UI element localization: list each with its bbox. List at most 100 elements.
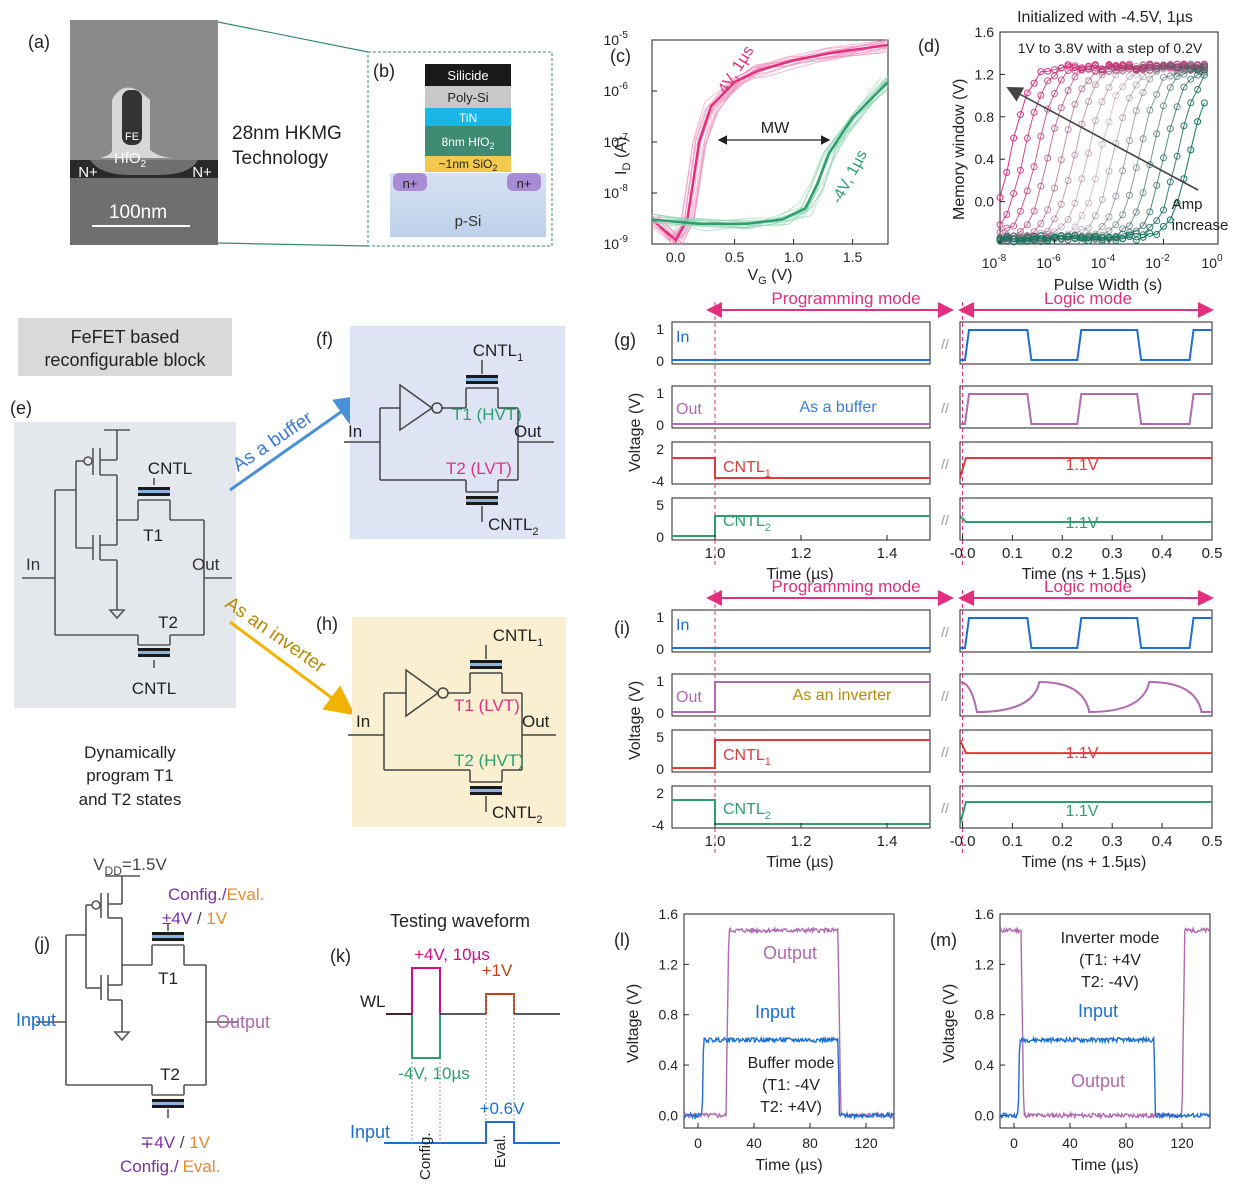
panel-g-row-frame-right <box>959 497 1213 541</box>
e-note-3: and T2 states <box>79 790 182 809</box>
d-point <box>1105 118 1113 126</box>
d-point <box>1153 130 1161 138</box>
panel-i-label: (i) <box>614 618 630 638</box>
d-point <box>1166 125 1174 133</box>
d-point <box>1160 65 1167 73</box>
j-output: Output <box>216 1012 270 1032</box>
panel-m-xtick-label: 120 <box>1170 1135 1194 1151</box>
d-point <box>1173 152 1181 160</box>
f-t2: T2 (LVT) <box>446 459 512 478</box>
d-point <box>1016 207 1024 215</box>
panel-i-logic-label: Logic mode <box>1044 577 1132 596</box>
panel-l-input-label: Input <box>755 1002 795 1022</box>
d-point <box>1139 65 1147 73</box>
d-ytick-label: 1.2 <box>975 66 995 82</box>
panel-h-label: (h) <box>316 614 338 634</box>
panel-b: (b) Silicide Poly-Si TiN 8nm HfO2 ~1nm S… <box>367 51 553 247</box>
panel-l-mode-2: (T1: -4V <box>762 1077 820 1094</box>
d-point <box>1112 92 1120 100</box>
d-point <box>1051 90 1058 98</box>
d-point <box>1119 83 1127 91</box>
panel-i-row-frame-right <box>959 729 1213 773</box>
d-point <box>1119 235 1127 243</box>
panel-m-mode-1: Inverter mode <box>1061 930 1160 947</box>
d-point <box>1146 66 1154 74</box>
panel-l-xtick-label: 40 <box>746 1135 762 1151</box>
d-point <box>1023 234 1031 242</box>
f-t1: T1 (HVT) <box>452 405 522 424</box>
c-series-line <box>651 43 889 242</box>
panel-l-xlabel: Time (µs) <box>755 1157 822 1174</box>
panel-g-xtick-label: 0.3 <box>1102 545 1123 562</box>
panel-e: FeFET based reconfigurable block (e) <box>10 318 366 809</box>
d-point <box>1098 71 1106 79</box>
panel-i-prog-label: Programming mode <box>771 577 920 596</box>
k-plus1-label: +1V <box>482 961 513 980</box>
e-note-1: Dynamically <box>84 743 176 762</box>
panel-g-c1-left <box>672 457 930 479</box>
panel-g-ytick-label: 0 <box>656 353 664 369</box>
d-point <box>1112 67 1120 75</box>
e-cntl-top: CNTL <box>148 459 192 478</box>
k-guides <box>411 994 515 1143</box>
d-point <box>1023 221 1031 229</box>
d-point <box>1166 72 1174 80</box>
d-point <box>1187 66 1195 74</box>
h-cntl2: CNTL2 <box>492 803 543 826</box>
d-point <box>1187 99 1195 107</box>
panel-i-in-label: In <box>676 617 689 634</box>
panel-i-xtick-label: 0.2 <box>1052 833 1073 850</box>
panel-l: (l) 1.6 1.2 0.8 0.4 0.0 0 40 80 120 Output Input Buf… <box>614 906 895 1174</box>
d-point <box>996 194 1004 202</box>
fefet-gates-e <box>138 487 170 657</box>
panel-l-ytick-label: 1.2 <box>659 956 679 972</box>
d-point <box>1166 216 1174 224</box>
panel-g-row-frame-left <box>671 385 931 429</box>
d-point <box>1003 237 1011 245</box>
panel-m-xtick-label: 40 <box>1062 1135 1078 1151</box>
panel-i-c1-left <box>672 739 930 769</box>
d-point <box>1023 187 1031 195</box>
d-point <box>1139 63 1147 71</box>
panel-g-xlabel-right: Time (ns + 1.5µs) <box>1022 566 1147 583</box>
c-ytick-label: 10-8 <box>604 183 629 201</box>
d-point <box>1146 75 1154 83</box>
panel-l-ytick-label: 1.6 <box>659 906 679 922</box>
panel-i-ytick-label: 1 <box>656 673 664 689</box>
d-point <box>1180 83 1188 91</box>
d-ytick-label: 1.6 <box>975 24 995 40</box>
d-series-line <box>999 63 1205 242</box>
panel-l-mode-3: T2: +4V) <box>760 1099 822 1116</box>
d-point <box>1166 60 1174 68</box>
fe-text: FE <box>125 131 139 143</box>
panel-j-label: (j) <box>34 934 50 954</box>
d-point <box>1139 189 1147 197</box>
fefet-gates-h <box>470 660 502 795</box>
d-point <box>1064 233 1072 241</box>
d-point <box>1051 124 1058 132</box>
panel-l-ytick-label: 0.8 <box>659 1007 679 1023</box>
d-point <box>1064 62 1072 70</box>
panel-g-c2-right <box>959 515 1212 523</box>
c-ytick-label: 10-6 <box>604 81 629 99</box>
d-point <box>1112 71 1120 79</box>
panel-g-label: (g) <box>614 330 636 350</box>
panel-a-label: (a) <box>28 32 50 52</box>
k-input-label: Input <box>350 1122 390 1142</box>
inverter-arrow-label: As an inverter <box>221 593 330 678</box>
d-point <box>1057 76 1065 84</box>
d-point <box>1044 154 1052 162</box>
d-point <box>1119 225 1127 233</box>
panel-g-row-frame-right <box>959 321 1213 365</box>
d-point <box>1085 233 1093 241</box>
d-point <box>1091 212 1099 220</box>
d-ytick-label: 0.8 <box>975 109 995 125</box>
source-region <box>393 173 427 191</box>
e-out: Out <box>192 555 220 574</box>
d-point <box>1125 222 1133 230</box>
panel-i-out-left <box>672 681 930 713</box>
d-point <box>1194 71 1202 79</box>
d-point <box>1078 226 1086 234</box>
d-point <box>1085 237 1093 245</box>
d-point <box>1105 167 1113 175</box>
